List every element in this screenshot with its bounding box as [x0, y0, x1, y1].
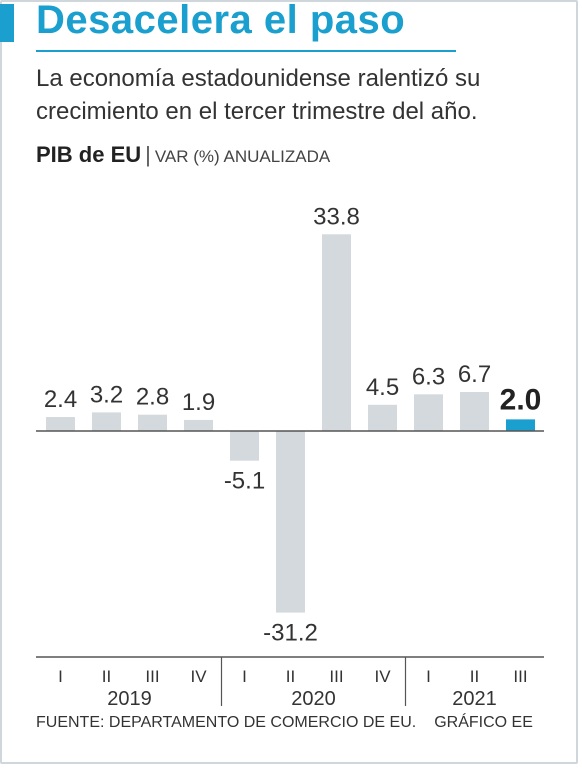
year-label-2021: 2021 [452, 688, 497, 710]
tick-label-5: II [286, 667, 295, 686]
data-label-7: 4.5 [366, 374, 399, 401]
bar-5 [276, 431, 305, 613]
data-label-4: -5.1 [224, 468, 265, 495]
year-label-2019: 2019 [107, 688, 152, 710]
data-label-6: 33.8 [313, 203, 360, 230]
tick-label-6: III [329, 667, 343, 686]
accent-bar [0, 4, 14, 42]
tick-label-2: III [145, 667, 159, 686]
title-rule [36, 50, 456, 52]
bar-2 [138, 414, 167, 431]
data-label-10: 2.0 [500, 383, 542, 416]
data-label-2: 2.8 [136, 384, 169, 411]
source-line: FUENTE: DEPARTAMENTO DE COMERCIO DE EU. G… [36, 714, 533, 732]
tick-label-1: II [102, 667, 111, 686]
data-label-1: 3.2 [90, 381, 123, 408]
bar-3 [184, 419, 213, 431]
chart-title: PIB de EU [36, 142, 142, 167]
bar-7 [368, 404, 397, 431]
bar-0 [46, 417, 75, 431]
credit-text: GRÁFICO EE [434, 714, 533, 731]
chart-heading-separator: | [145, 142, 151, 167]
tick-label-7: IV [374, 667, 391, 686]
data-label-8: 6.3 [412, 363, 445, 390]
bar-10 [506, 419, 535, 431]
bar-4 [230, 431, 259, 461]
tick-label-4: I [242, 667, 247, 686]
subtitle: La economía estadounidense ralentizó su … [36, 65, 481, 125]
tick-label-9: II [470, 667, 479, 686]
data-label-0: 2.4 [44, 386, 77, 413]
tick-label-10: III [513, 667, 527, 686]
tick-label-0: I [58, 667, 63, 686]
data-label-3: 1.9 [182, 389, 215, 416]
source-text: FUENTE: DEPARTAMENTO DE COMERCIO DE EU. [36, 714, 417, 731]
data-label-5: -31.2 [263, 620, 318, 647]
bar-9 [460, 392, 489, 431]
bar-6 [322, 234, 351, 431]
tick-label-3: IV [190, 667, 207, 686]
chart-heading: PIB de EU | VAR (%) ANUALIZADA [36, 142, 330, 168]
page-title: Desacelera el paso [36, 0, 406, 42]
year-label-2020: 2020 [291, 688, 336, 710]
data-label-9: 6.7 [458, 361, 491, 388]
chart-unit: VAR (%) ANUALIZADA [154, 147, 331, 166]
tick-label-8: I [426, 667, 431, 686]
bar-1 [92, 412, 121, 431]
bar-8 [414, 394, 443, 431]
